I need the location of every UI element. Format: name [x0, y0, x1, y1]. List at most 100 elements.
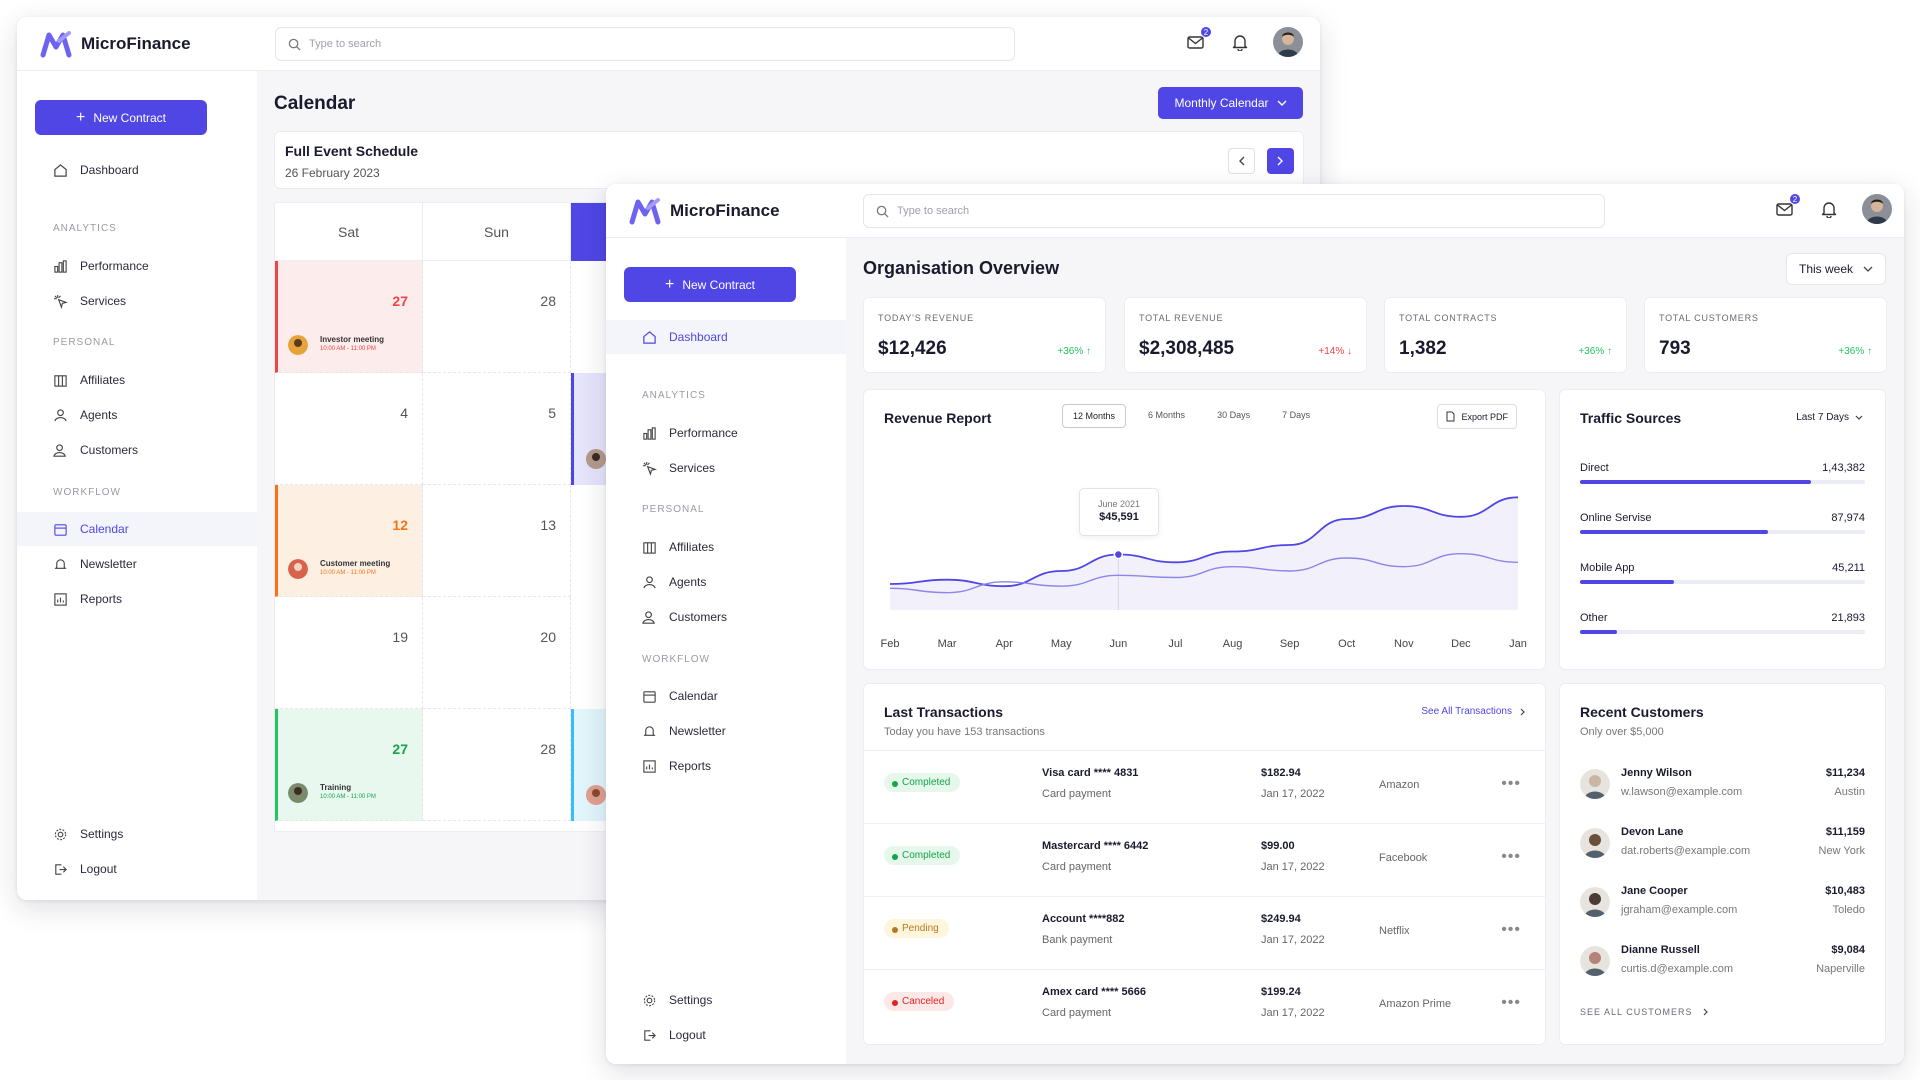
transaction-row[interactable]: Pending Account ****882 Bank payment $249.9…	[864, 896, 1545, 968]
day-header-sat: Sat	[275, 203, 423, 261]
export-pdf-button[interactable]: Export PDF	[1437, 404, 1517, 429]
mail-badge: 2	[1789, 193, 1801, 205]
revenue-line-chart[interactable]	[884, 460, 1524, 630]
nav-logout[interactable]: Logout	[17, 852, 257, 886]
chart-tooltip: June 2021 $45,591	[1079, 488, 1159, 536]
search-input[interactable]	[309, 38, 963, 50]
card-title: Revenue Report	[884, 410, 992, 426]
customer-email: curtis.d@example.com	[1621, 963, 1734, 975]
range-tabs: 12 Months 6 Months 30 Days 7 Days	[1062, 404, 1332, 428]
tab-30-days[interactable]: 30 Days	[1217, 410, 1251, 420]
customer-row[interactable]: Dianne Russell curtis.d@example.com $9,084…	[1580, 940, 1865, 990]
nav-settings[interactable]: Settings	[606, 983, 846, 1017]
logout-icon	[644, 1029, 656, 1041]
nav-performance[interactable]: Performance	[17, 249, 257, 283]
x-tick-label: Apr	[995, 638, 1013, 650]
nav-newsletter[interactable]: Newsletter	[17, 547, 257, 581]
nav-newsletter[interactable]: Newsletter	[606, 714, 846, 748]
nav-settings[interactable]: Settings	[17, 817, 257, 851]
more-options-icon[interactable]: •••	[1501, 775, 1521, 792]
customer-row[interactable]: Jenny Wilson w.lawson@example.com $11,234 A…	[1580, 763, 1865, 813]
nav-label: Services	[669, 461, 716, 475]
see-all-transactions-link[interactable]: See All Transactions	[1421, 706, 1525, 717]
transaction-row[interactable]: Completed Mastercard **** 6442 Card paymen…	[864, 823, 1545, 895]
calendar-cell[interactable]: 28	[423, 709, 571, 821]
calendar-cell[interactable]: 28	[423, 261, 571, 373]
new-contract-button[interactable]: + New Contract	[35, 100, 207, 135]
event-title: Training	[320, 783, 352, 792]
user-avatar[interactable]	[1273, 27, 1303, 57]
user-avatar[interactable]	[1862, 194, 1892, 224]
more-options-icon[interactable]: •••	[1501, 921, 1521, 938]
search-box[interactable]	[863, 194, 1605, 228]
event-time: 10:00 AM - 11:00 PM	[320, 794, 376, 800]
date-range-dropdown[interactable]: This week	[1786, 253, 1886, 285]
link-label: SEE ALL CUSTOMERS	[1580, 1007, 1693, 1017]
search-input[interactable]	[897, 205, 1553, 217]
traffic-name: Other	[1580, 612, 1608, 624]
calendar-cell[interactable]: 4	[275, 373, 423, 485]
nav-performance[interactable]: Performance	[606, 416, 846, 450]
nav-calendar[interactable]: Calendar	[17, 512, 257, 546]
nav-dashboard[interactable]: Dashboard	[17, 153, 257, 187]
merchant-name: Amazon Prime	[1379, 998, 1452, 1010]
mail-button[interactable]: 2	[1774, 193, 1801, 220]
prev-button[interactable]	[1228, 148, 1255, 174]
mail-button[interactable]: 2	[1185, 26, 1212, 53]
nav-customers[interactable]: Customers	[17, 433, 257, 467]
traffic-row: Mobile App 45,211	[1580, 562, 1865, 586]
event-title: Customer meeting	[320, 559, 391, 568]
brand-logo[interactable]: MicroFinance	[628, 196, 780, 226]
monthly-calendar-dropdown[interactable]: Monthly Calendar	[1158, 87, 1303, 119]
nav-affiliates[interactable]: Affiliates	[17, 363, 257, 397]
nav-agents[interactable]: Agents	[17, 398, 257, 432]
kpi-change-value: +36%	[1057, 346, 1084, 357]
nav-customers[interactable]: Customers	[606, 600, 846, 634]
highlighted-point[interactable]	[1113, 549, 1124, 560]
more-options-icon[interactable]: •••	[1501, 848, 1521, 865]
x-tick-label: Nov	[1394, 638, 1414, 650]
notifications-button[interactable]	[1229, 31, 1251, 53]
search-box[interactable]	[275, 27, 1015, 61]
next-button[interactable]	[1267, 148, 1294, 174]
transaction-date: Jan 17, 2022	[1261, 788, 1325, 800]
calendar-cell[interactable]: 12 Customer meeting 10:00 AM - 11:00 PM	[275, 485, 423, 597]
notifications-button[interactable]	[1818, 198, 1840, 220]
customer-amount: $10,483	[1825, 885, 1865, 897]
more-options-icon[interactable]: •••	[1501, 994, 1521, 1011]
nav-reports[interactable]: Reports	[606, 749, 846, 783]
transaction-row[interactable]: Completed Visa card **** 4831 Card payment…	[864, 750, 1545, 822]
customer-row[interactable]: Jane Cooper jgraham@example.com $10,483 Tol…	[1580, 881, 1865, 931]
nav-services[interactable]: Services	[606, 451, 846, 485]
traffic-row: Direct 1,43,382	[1580, 462, 1865, 486]
event-time: 10:00 AM - 11:00 PM	[320, 346, 376, 352]
tab-6-months[interactable]: 6 Months	[1148, 410, 1186, 420]
calendar-cell[interactable]: 13	[423, 485, 571, 597]
kpi-change: +36% ↑	[1057, 346, 1091, 357]
see-all-customers-link[interactable]: SEE ALL CUSTOMERS	[1580, 1007, 1708, 1017]
nav-services[interactable]: Services	[17, 284, 257, 318]
nav-agents[interactable]: Agents	[606, 565, 846, 599]
brand-logo[interactable]: MicroFinance	[39, 29, 191, 59]
calendar-cell[interactable]: 27 Training 10:00 AM - 11:00 PM	[275, 709, 423, 821]
customer-name: Devon Lane	[1621, 826, 1684, 838]
calendar-cell[interactable]: 19	[275, 597, 423, 709]
nav-affiliates[interactable]: Affiliates	[606, 530, 846, 564]
customer-row[interactable]: Devon Lane dat.roberts@example.com $11,159…	[1580, 822, 1865, 872]
nav-dashboard[interactable]: Dashboard	[606, 320, 846, 354]
recent-customers-card: Recent Customers Only over $5,000 Jenny …	[1559, 683, 1886, 1045]
calendar-cell[interactable]: 5	[423, 373, 571, 485]
nav-logout[interactable]: Logout	[606, 1018, 846, 1052]
nav-calendar[interactable]: Calendar	[606, 679, 846, 713]
traffic-bar-fill	[1580, 580, 1675, 584]
traffic-range-dropdown[interactable]: Last 7 Days	[1796, 412, 1863, 423]
calendar-cell[interactable]: 20	[423, 597, 571, 709]
tab-12-months[interactable]: 12 Months	[1062, 404, 1127, 428]
report-icon	[643, 759, 656, 773]
new-contract-button[interactable]: + New Contract	[624, 267, 796, 302]
nav-label: Affiliates	[80, 373, 126, 387]
transaction-row[interactable]: Canceled Amex card **** 5666 Card payment $…	[864, 969, 1545, 1041]
nav-reports[interactable]: Reports	[17, 582, 257, 616]
calendar-cell[interactable]: 27 Investor meeting 10:00 AM - 11:00 PM	[275, 261, 423, 373]
tab-7-days[interactable]: 7 Days	[1282, 410, 1311, 420]
